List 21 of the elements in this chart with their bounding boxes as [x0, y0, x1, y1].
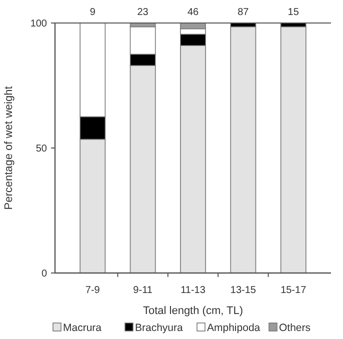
x-tick-label: 9-11 — [133, 285, 153, 296]
legend-label: Macrura — [63, 322, 102, 334]
x-tick-label: 7-9 — [85, 285, 100, 296]
bar — [230, 26, 256, 274]
annotation: 87 — [238, 7, 250, 18]
x-tick-label: 11-13 — [180, 285, 206, 296]
legend-label: Brachyura — [135, 322, 184, 334]
legend-label: Amphipoda — [207, 322, 260, 334]
y-tick-label: 100 — [30, 18, 48, 30]
y-tick-label: 50 — [36, 144, 48, 154]
x-tick-label: 13-15 — [230, 285, 256, 296]
annotation: 15 — [288, 7, 300, 18]
annotation: 46 — [187, 7, 199, 18]
annotation: 9 — [90, 7, 96, 18]
annotation: 23 — [137, 7, 149, 18]
y-tick-label: 0 — [41, 268, 48, 280]
legend-label: Others — [279, 322, 311, 334]
x-axis-title: Total length (cm, TL) — [142, 305, 244, 317]
bar — [280, 26, 306, 274]
x-tick-label: 15-17 — [280, 285, 307, 296]
y-axis-title: Percentage of wet weight — [3, 86, 15, 210]
